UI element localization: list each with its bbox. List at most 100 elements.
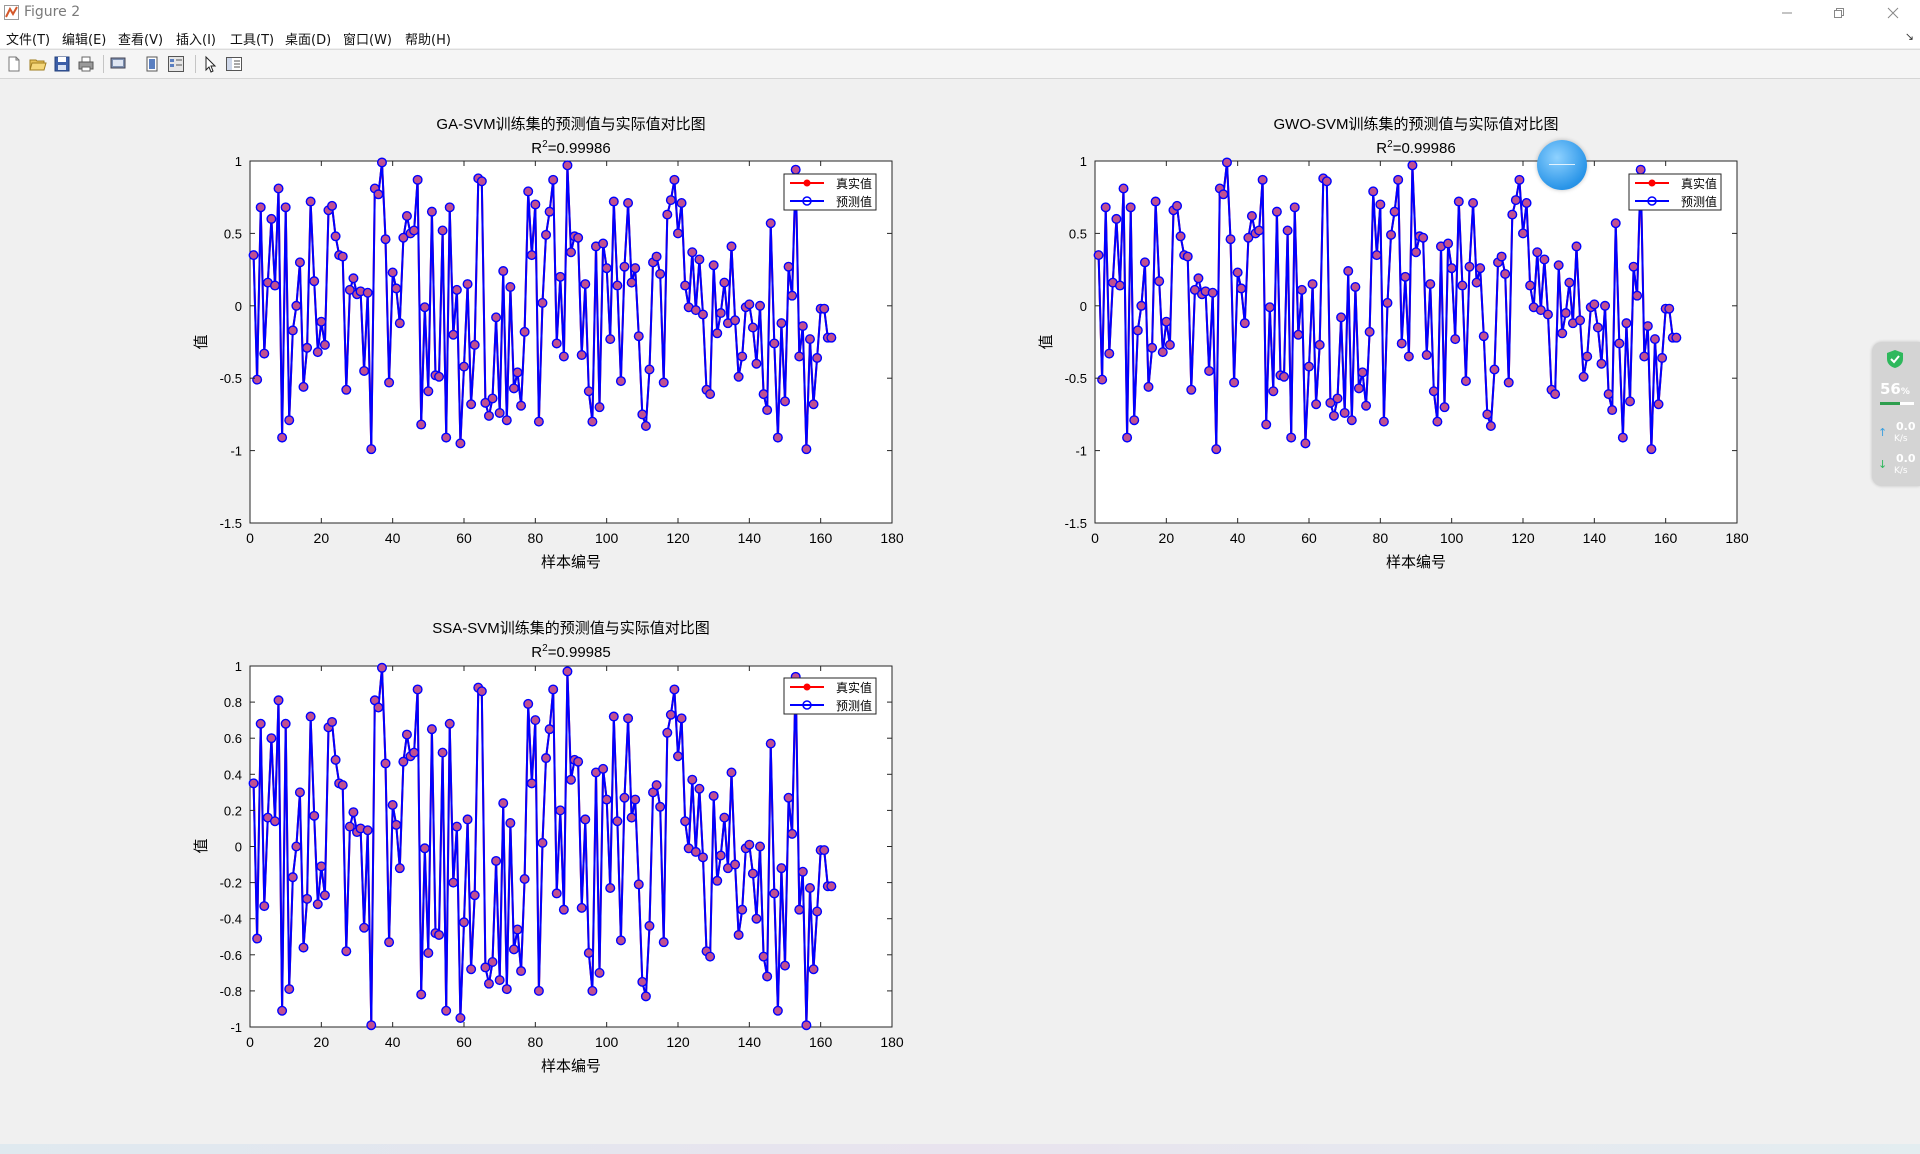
series-true-point bbox=[1155, 277, 1164, 286]
menu-help[interactable]: 帮助(H) bbox=[405, 33, 451, 48]
series-pred-point bbox=[744, 839, 755, 850]
series-true-point bbox=[427, 725, 436, 734]
series-true-point bbox=[1590, 300, 1599, 309]
menu-view[interactable]: 查看(V) bbox=[118, 33, 164, 48]
series-pred-point bbox=[583, 386, 594, 397]
restore-button[interactable] bbox=[1816, 0, 1862, 26]
series-pred-point bbox=[1521, 197, 1532, 208]
series-true-point bbox=[331, 755, 340, 764]
series-true-point bbox=[738, 352, 747, 361]
series-pred-point bbox=[1368, 186, 1379, 197]
floating-assistant-ball[interactable] bbox=[1537, 140, 1587, 190]
series-true-point bbox=[1137, 301, 1146, 310]
series-true-point bbox=[1618, 433, 1627, 442]
series-true-point bbox=[363, 288, 372, 297]
series-true-point bbox=[295, 258, 304, 267]
series-pred-point bbox=[737, 904, 748, 915]
series-pred-point bbox=[501, 415, 512, 426]
series-true-point bbox=[773, 1006, 782, 1015]
series-pred-point bbox=[1132, 325, 1143, 336]
cpu-percent: 56% bbox=[1880, 380, 1910, 398]
print-preview-icon[interactable] bbox=[108, 54, 128, 74]
series-true-point bbox=[278, 433, 287, 442]
menu-file[interactable]: 文件(T) bbox=[6, 33, 51, 48]
series-pred-point bbox=[1489, 364, 1500, 375]
r2-label: R2=0.99985 bbox=[531, 643, 610, 661]
series-pred-point bbox=[309, 276, 320, 287]
menu-tools[interactable]: 工具(T) bbox=[230, 33, 275, 48]
series-true-point bbox=[802, 445, 811, 454]
series-true-point bbox=[1344, 267, 1353, 276]
series-true-point bbox=[1408, 161, 1417, 170]
series-true-point bbox=[1240, 319, 1249, 328]
series-pred-point bbox=[1147, 342, 1158, 353]
series-true-point bbox=[313, 348, 322, 357]
save-icon[interactable] bbox=[52, 54, 72, 74]
menu-overflow-arrow-icon[interactable]: ↘ bbox=[1904, 30, 1914, 43]
upload-arrow-icon: ↑ bbox=[1878, 426, 1888, 439]
r2-label: R2=0.99986 bbox=[531, 139, 610, 157]
plot-browser-icon[interactable] bbox=[224, 54, 244, 74]
series-true-point bbox=[723, 864, 732, 873]
pointer-icon[interactable] bbox=[200, 54, 220, 74]
series-true-point bbox=[442, 1006, 451, 1015]
series-true-point bbox=[527, 779, 536, 788]
series-true-point bbox=[759, 952, 768, 961]
series-pred-point bbox=[1553, 260, 1564, 271]
close-button[interactable] bbox=[1870, 0, 1916, 26]
series-pred-point bbox=[512, 924, 523, 935]
series-true-point bbox=[413, 175, 422, 184]
series-pred-point bbox=[526, 250, 537, 261]
series-true-point bbox=[467, 400, 476, 409]
series-pred-point bbox=[1172, 200, 1183, 211]
series-pred-point bbox=[305, 196, 316, 207]
series-true-point bbox=[460, 362, 468, 371]
print-icon[interactable] bbox=[76, 54, 96, 74]
series-pred-point bbox=[469, 890, 480, 901]
open-file-icon[interactable] bbox=[28, 54, 48, 74]
series-true-point bbox=[288, 326, 297, 335]
series-true-point bbox=[317, 317, 326, 326]
series-pred-point bbox=[266, 213, 277, 224]
series-pred-point bbox=[1289, 202, 1300, 213]
dock-icon[interactable] bbox=[142, 54, 162, 74]
series-pred-point bbox=[558, 904, 569, 915]
system-monitor-widget[interactable]: 56% ↑ 0.0 K/s ↓ 0.0 K/s bbox=[1872, 342, 1920, 486]
property-editor-icon[interactable] bbox=[166, 54, 186, 74]
x-axis-label: 样本编号 bbox=[541, 554, 601, 571]
series-pred-point bbox=[459, 917, 470, 928]
series-pred-point bbox=[615, 935, 626, 946]
series-true-point bbox=[292, 842, 301, 851]
series-true-point bbox=[278, 1006, 287, 1015]
series-true-point bbox=[1379, 417, 1388, 426]
series-pred-point bbox=[1229, 377, 1240, 388]
series-pred-point bbox=[362, 825, 373, 836]
menu-insert[interactable]: 插入(I) bbox=[176, 33, 216, 48]
series-pred-point bbox=[466, 964, 477, 975]
series-true-point bbox=[460, 918, 468, 927]
menu-window[interactable]: 窗口(W) bbox=[343, 33, 392, 48]
y-tick-label: -1 bbox=[230, 1020, 242, 1035]
series-true-point bbox=[1465, 262, 1474, 271]
series-true-point bbox=[574, 757, 583, 766]
series-pred-point bbox=[1596, 358, 1607, 369]
series-true-point bbox=[1105, 349, 1114, 358]
series-true-point bbox=[591, 242, 600, 251]
x-tick-label: 140 bbox=[1583, 530, 1607, 546]
series-pred-point bbox=[1389, 206, 1400, 217]
series-true-point bbox=[456, 439, 465, 448]
series-pred-point bbox=[808, 964, 819, 975]
new-figure-icon[interactable] bbox=[4, 54, 24, 74]
series-true-point bbox=[395, 319, 404, 328]
series-true-point bbox=[249, 779, 258, 788]
series-true-point bbox=[756, 842, 765, 851]
menu-desktop[interactable]: 桌面(D) bbox=[285, 33, 332, 48]
series-true-point bbox=[1119, 184, 1128, 193]
series-true-point bbox=[688, 775, 697, 784]
menu-edit[interactable]: 编辑(E) bbox=[62, 33, 107, 48]
series-true-point bbox=[377, 663, 386, 672]
series-true-point bbox=[1194, 274, 1203, 283]
series-pred-point bbox=[1582, 351, 1593, 362]
series-pred-point bbox=[1378, 416, 1389, 427]
minimize-button[interactable] bbox=[1764, 0, 1810, 26]
